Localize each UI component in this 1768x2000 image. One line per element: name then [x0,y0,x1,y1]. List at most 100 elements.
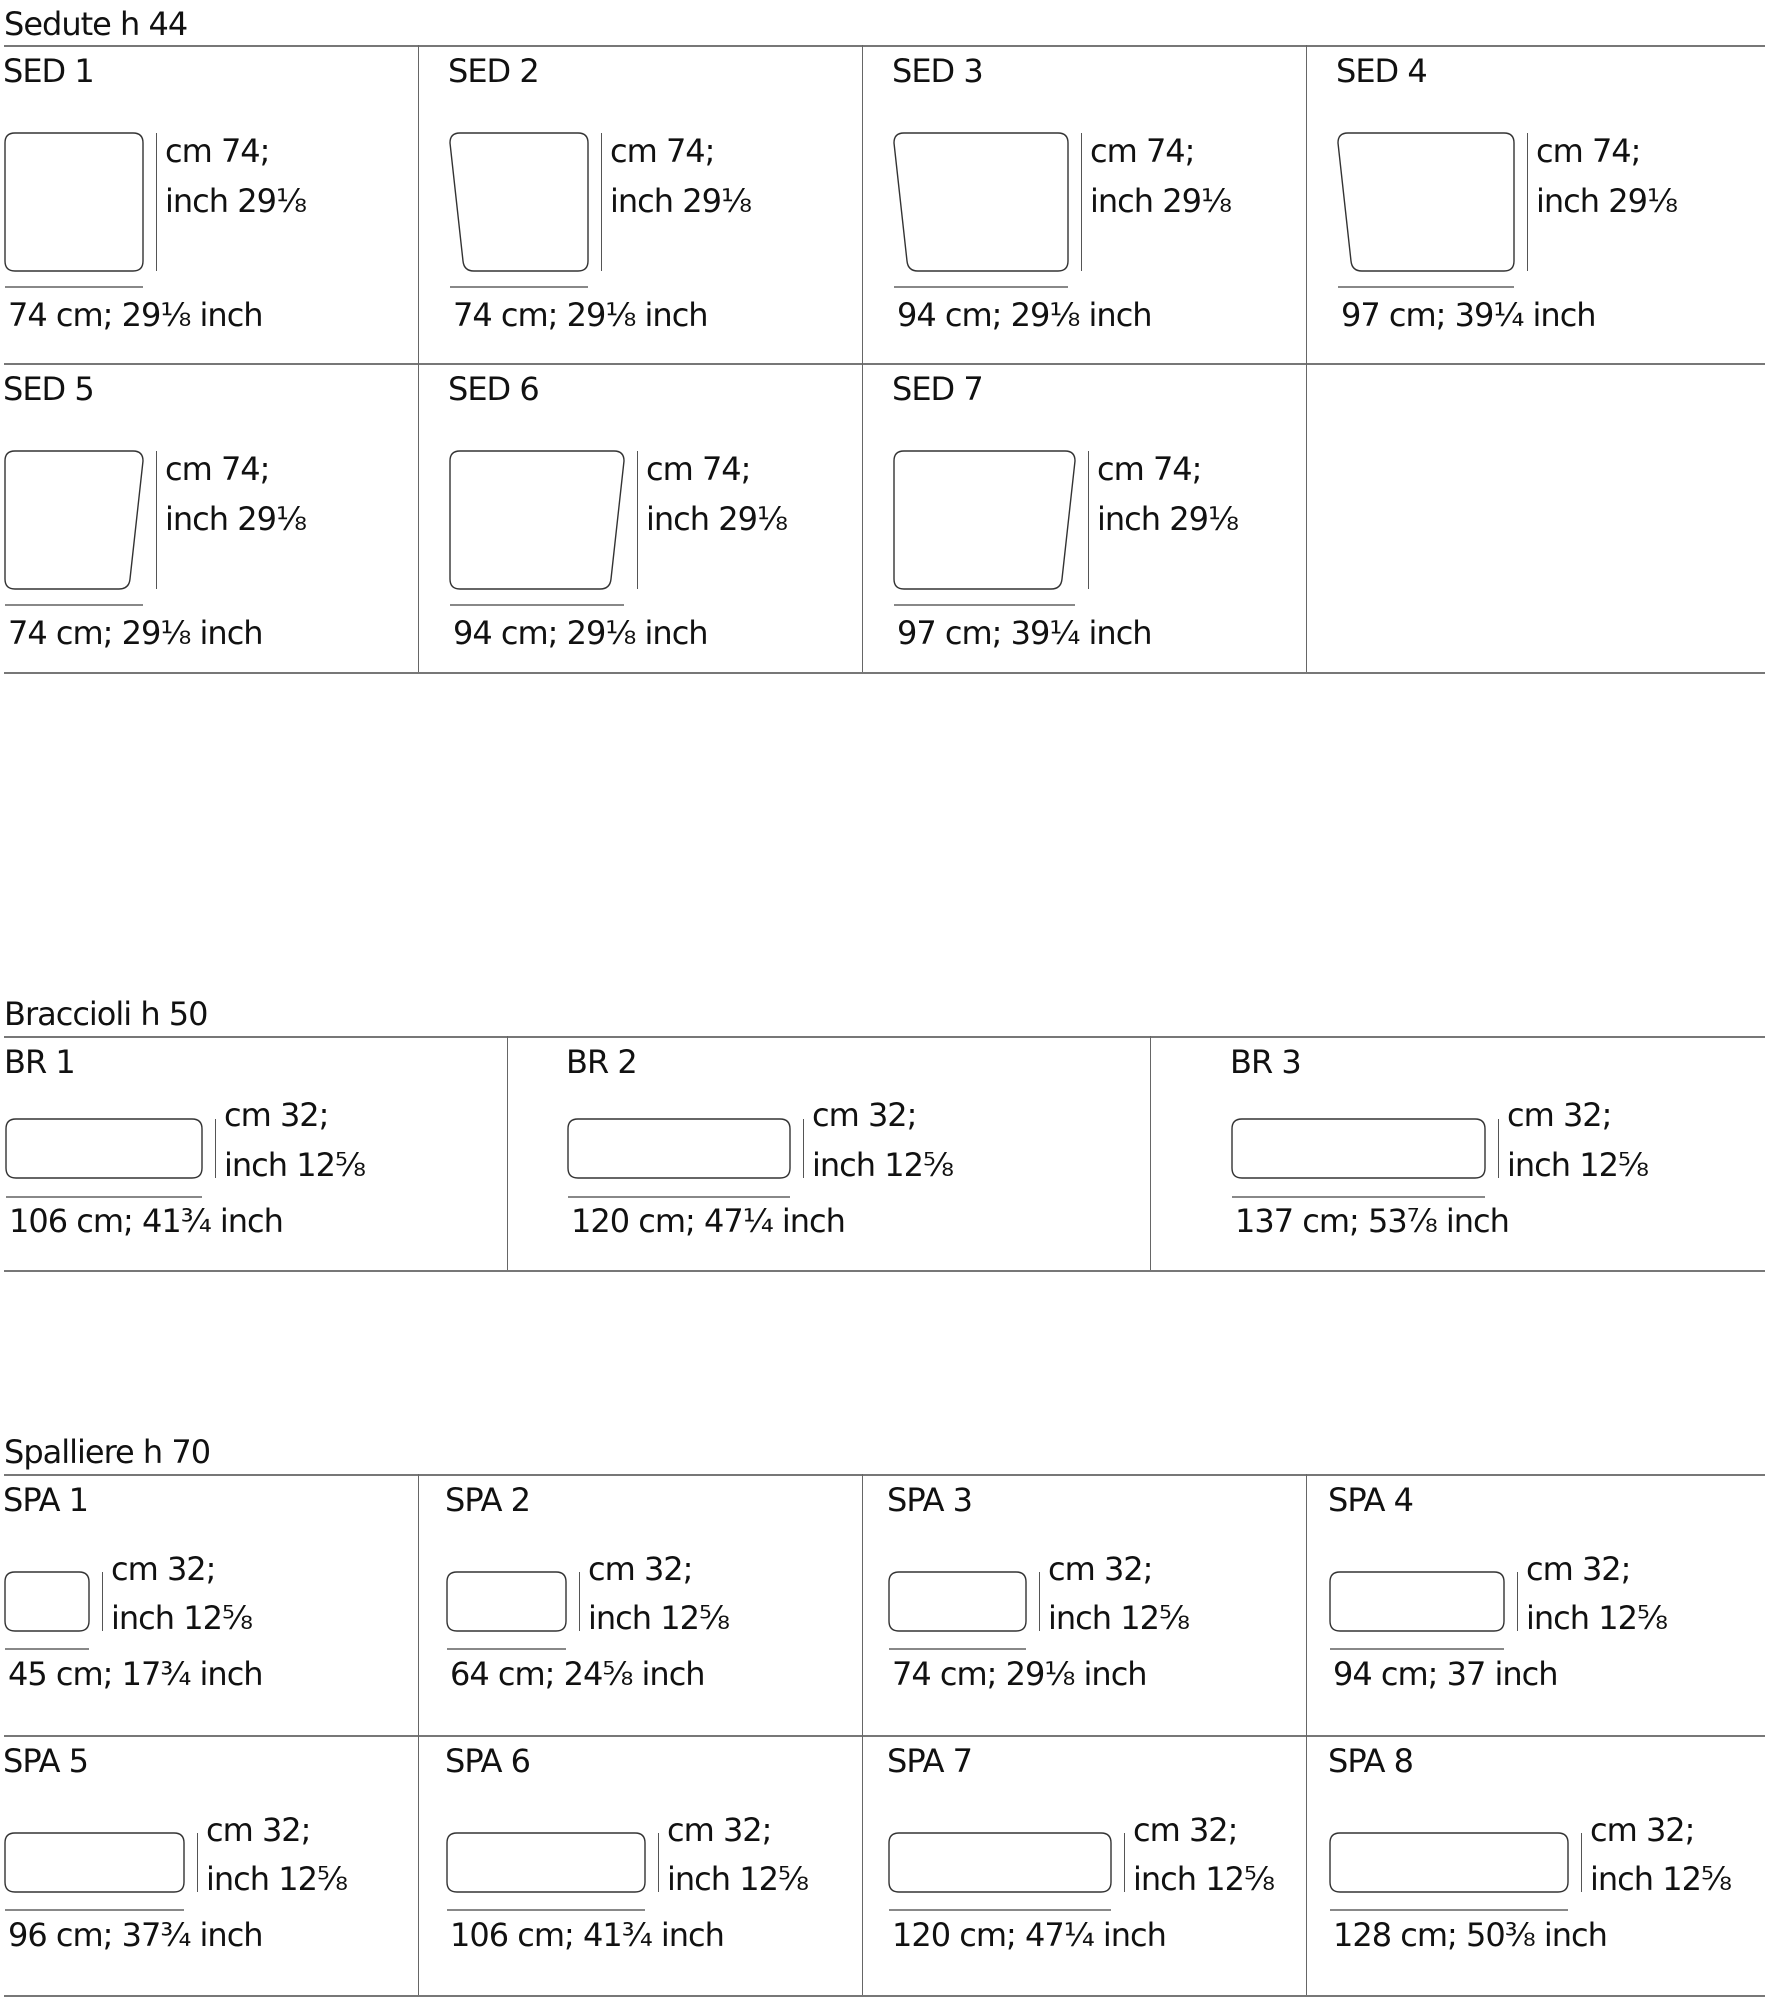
height-inch-label: inch 29⅛ [646,500,788,538]
width-label: 74 cm; 29⅛ inch [892,1655,1148,1693]
module-outline-shape [1231,1118,1486,1179]
module-code: SPA 2 [445,1481,531,1519]
height-cm-label: cm 32; [224,1096,329,1134]
height-inch-label: inch 12⅝ [667,1860,809,1898]
height-dimension-line [102,1572,103,1631]
section-title: Spalliere h 70 [4,1433,211,1471]
width-label: 97 cm; 39¼ inch [1341,296,1597,334]
width-label: 137 cm; 53⅞ inch [1235,1202,1510,1240]
width-dimension-line [568,1196,790,1198]
height-inch-label: inch 12⅝ [812,1146,954,1184]
width-dimension-line [5,286,143,288]
module-code: SPA 1 [3,1481,89,1519]
width-label: 96 cm; 37¾ inch [8,1916,264,1954]
width-dimension-line [889,1909,1111,1911]
module-code: BR 3 [1230,1043,1302,1081]
module-outline-shape [4,1832,185,1893]
width-label: 64 cm; 24⅝ inch [450,1655,706,1693]
height-inch-label: inch 12⅝ [206,1860,348,1898]
module-code: SPA 5 [3,1742,89,1780]
module-cell: BR 1 cm 32; inch 12⅝ 106 cm; 41¾ inch [0,1036,440,1270]
width-label: 74 cm; 29⅛ inch [8,296,264,334]
module-cell: SPA 7 cm 32; inch 12⅝ 120 cm; 47¼ inch [862,1735,1302,1995]
module-code: BR 1 [4,1043,76,1081]
height-dimension-line [1498,1119,1499,1178]
height-cm-label: cm 74; [1536,132,1641,170]
width-dimension-line [5,604,143,606]
module-cell: SPA 8 cm 32; inch 12⅝ 128 cm; 50⅜ inch [1306,1735,1746,1995]
height-cm-label: cm 32; [206,1811,311,1849]
row-rule [4,672,1765,674]
module-outline-shape [449,450,625,590]
module-outline-shape [888,1571,1027,1632]
module-outline-shape [4,1571,90,1632]
height-inch-label: inch 29⅛ [165,500,307,538]
height-dimension-line [601,133,602,271]
height-cm-label: cm 32; [1507,1096,1612,1134]
height-dimension-line [156,133,157,271]
height-cm-label: cm 74; [165,132,270,170]
height-inch-label: inch 12⅝ [1048,1599,1190,1637]
module-code: BR 2 [566,1043,638,1081]
height-inch-label: inch 29⅛ [1090,182,1232,220]
module-code: SED 6 [448,370,540,408]
module-outline-shape [888,1832,1112,1893]
module-code: SED 1 [3,52,95,90]
width-label: 97 cm; 39¼ inch [897,614,1153,652]
module-code: SPA 4 [1328,1481,1414,1519]
section-title: Sedute h 44 [4,5,188,43]
height-inch-label: inch 12⅝ [588,1599,730,1637]
width-label: 94 cm; 29⅛ inch [897,296,1153,334]
height-inch-label: inch 29⅛ [165,182,307,220]
height-inch-label: inch 12⅝ [1507,1146,1649,1184]
height-dimension-line [1527,133,1528,271]
module-cell: SED 7 cm 74; inch 29⅛ 97 cm; 39¼ inch [862,363,1302,672]
row-rule [4,1995,1765,1997]
width-dimension-line [894,286,1068,288]
height-dimension-line [579,1572,580,1631]
row-rule [4,363,1765,365]
width-dimension-line [447,1909,645,1911]
height-dimension-line [1081,133,1082,271]
height-cm-label: cm 32; [1590,1811,1695,1849]
height-dimension-line [637,451,638,589]
row-rule [4,1735,1765,1737]
module-cell: SPA 4 cm 32; inch 12⅝ 94 cm; 37 inch [1306,1474,1746,1735]
width-dimension-line [1330,1648,1504,1650]
column-divider [418,1735,419,1995]
height-cm-label: cm 74; [165,450,270,488]
module-cell: SED 2 cm 74; inch 29⅛ 74 cm; 29⅛ inch [418,45,858,363]
section-top-rule [4,1036,1765,1038]
section-top-rule [4,1474,1765,1476]
height-inch-label: inch 12⅝ [224,1146,366,1184]
height-cm-label: cm 74; [610,132,715,170]
height-cm-label: cm 74; [1090,132,1195,170]
height-cm-label: cm 32; [667,1811,772,1849]
height-inch-label: inch 29⅛ [1097,500,1239,538]
height-inch-label: inch 12⅝ [1590,1860,1732,1898]
width-label: 106 cm; 41¾ inch [9,1202,284,1240]
height-dimension-line [1581,1833,1582,1892]
width-dimension-line [1330,1909,1568,1911]
width-dimension-line [6,1196,202,1198]
height-dimension-line [156,451,157,589]
width-label: 128 cm; 50⅜ inch [1333,1916,1608,1954]
height-inch-label: inch 12⅝ [1526,1599,1668,1637]
module-cell: SPA 1 cm 32; inch 12⅝ 45 cm; 17¾ inch [0,1474,440,1735]
height-cm-label: cm 32; [111,1550,216,1588]
height-cm-label: cm 32; [1048,1550,1153,1588]
height-dimension-line [803,1119,804,1178]
width-dimension-line [5,1909,184,1911]
module-cell: SED 1 cm 74; inch 29⅛ 74 cm; 29⅛ inch [0,45,440,363]
width-label: 74 cm; 29⅛ inch [453,296,709,334]
width-dimension-line [447,1648,566,1650]
module-cell: SPA 2 cm 32; inch 12⅝ 64 cm; 24⅝ inch [418,1474,858,1735]
module-outline-shape [1337,132,1515,272]
module-cell: SPA 3 cm 32; inch 12⅝ 74 cm; 29⅛ inch [862,1474,1302,1735]
column-divider [418,1474,419,1735]
module-outline-shape [5,1118,203,1179]
section-title: Braccioli h 50 [4,995,208,1033]
height-dimension-line [658,1833,659,1892]
module-code: SED 3 [892,52,984,90]
module-outline-shape [893,450,1076,590]
